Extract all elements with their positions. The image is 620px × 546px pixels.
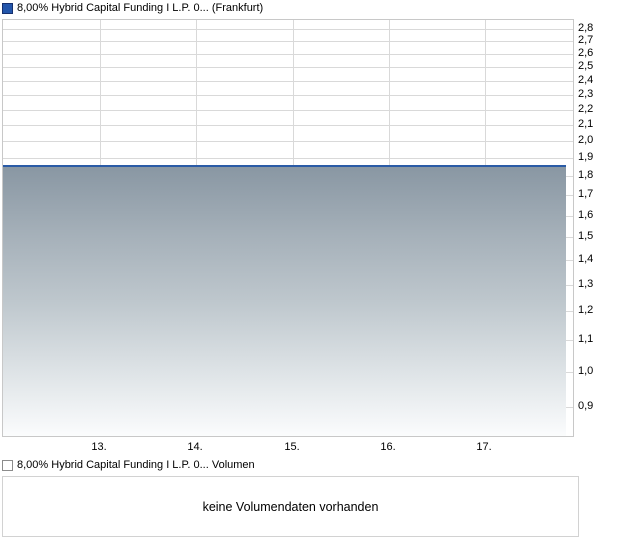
y-axis-tick-label: 2,3 — [578, 88, 594, 100]
price-series-swatch-icon — [2, 3, 13, 14]
y-axis-tick-label: 1,5 — [578, 230, 594, 242]
y-axis-tick-label: 1,2 — [578, 304, 594, 316]
y-axis-tick-label: 2,4 — [578, 74, 594, 86]
x-axis-tick-label: 14. — [187, 441, 203, 453]
y-axis-tick-label: 2,8 — [578, 22, 594, 34]
y-axis-tick-label: 2,7 — [578, 34, 594, 46]
h-gridline — [3, 67, 573, 68]
price-series-legend-label: 8,00% Hybrid Capital Funding I L.P. 0...… — [17, 2, 264, 14]
y-axis-tick-label: 1,0 — [578, 365, 594, 377]
y-axis-tick-label: 1,6 — [578, 209, 594, 221]
y-axis-tick-label: 1,3 — [578, 278, 594, 290]
y-axis-tick-label: 2,2 — [578, 103, 594, 115]
h-gridline — [3, 158, 573, 159]
y-axis-tick-label: 0,9 — [578, 400, 594, 412]
y-axis-tick-label: 2,0 — [578, 134, 594, 146]
y-axis-tick-label: 1,1 — [578, 333, 594, 345]
price-area-series — [3, 165, 566, 436]
x-axis-tick-label: 16. — [380, 441, 396, 453]
price-series-legend: 8,00% Hybrid Capital Funding I L.P. 0...… — [2, 2, 263, 15]
h-gridline — [3, 81, 573, 82]
volume-empty-message: keine Volumendaten vorhanden — [202, 499, 379, 514]
x-axis-tick-label: 17. — [476, 441, 492, 453]
x-axis-tick-label: 15. — [284, 441, 300, 453]
y-axis-tick-label: 2,5 — [578, 60, 594, 72]
h-gridline — [3, 141, 573, 142]
h-gridline — [3, 41, 573, 42]
y-axis-tick-label: 1,4 — [578, 253, 594, 265]
y-axis-tick-label: 1,8 — [578, 169, 594, 181]
price-plot-area — [2, 19, 574, 437]
y-axis-tick-label: 1,7 — [578, 188, 594, 200]
volume-series-swatch-icon — [2, 460, 13, 471]
h-gridline — [3, 54, 573, 55]
y-axis-tick-label: 1,9 — [578, 151, 594, 163]
y-axis-tick-label: 2,1 — [578, 118, 594, 130]
h-gridline — [3, 29, 573, 30]
h-gridline — [3, 125, 573, 126]
x-axis-tick-label: 13. — [91, 441, 107, 453]
h-gridline — [3, 95, 573, 96]
y-axis-tick-label: 2,6 — [578, 47, 594, 59]
h-gridline — [3, 110, 573, 111]
volume-series-legend-label: 8,00% Hybrid Capital Funding I L.P. 0...… — [17, 459, 255, 471]
volume-series-legend: 8,00% Hybrid Capital Funding I L.P. 0...… — [2, 459, 255, 472]
volume-panel: keine Volumendaten vorhanden — [2, 476, 579, 537]
